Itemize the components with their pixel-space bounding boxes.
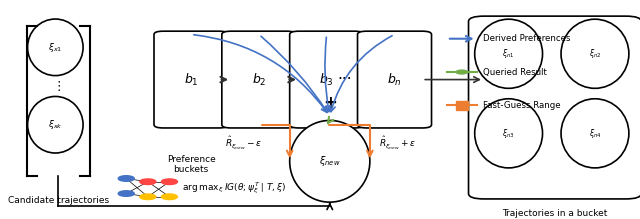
Text: $\xi_{xk}$: $\xi_{xk}$ [48,118,63,131]
Text: Fast-Guess Range: Fast-Guess Range [483,101,561,110]
FancyBboxPatch shape [290,31,364,128]
Text: +: + [323,94,337,112]
Text: ⋮: ⋮ [52,79,65,92]
Text: $\xi_{n3}$: $\xi_{n3}$ [502,127,515,140]
Text: $\hat{R}_{\xi_{new}}+\epsilon$: $\hat{R}_{\xi_{new}}+\epsilon$ [379,135,416,151]
Bar [456,101,468,110]
Text: $\xi_{x1}$: $\xi_{x1}$ [48,41,63,54]
Circle shape [161,194,177,200]
Ellipse shape [28,19,83,76]
FancyBboxPatch shape [154,31,228,128]
Text: $b_1$: $b_1$ [184,72,198,88]
Circle shape [456,70,467,74]
Circle shape [118,191,134,196]
Text: Trajectories in a bucket: Trajectories in a bucket [502,209,607,218]
Text: $b_3$: $b_3$ [319,72,334,88]
Text: $\hat{R}_{\xi_{new}}-\epsilon$: $\hat{R}_{\xi_{new}}-\epsilon$ [225,135,262,151]
Circle shape [140,179,156,185]
Circle shape [118,176,134,181]
Ellipse shape [561,99,629,168]
Text: $\xi_{n2}$: $\xi_{n2}$ [589,47,601,60]
FancyBboxPatch shape [468,16,640,199]
Text: $b_2$: $b_2$ [252,72,266,88]
Ellipse shape [475,19,543,88]
Ellipse shape [290,120,370,202]
Text: Preference
buckets: Preference buckets [166,155,216,174]
Ellipse shape [561,19,629,88]
Text: $\xi_{new}$: $\xi_{new}$ [319,154,340,168]
Text: Queried Result: Queried Result [483,67,547,77]
FancyBboxPatch shape [222,31,296,128]
Text: $\xi_{n4}$: $\xi_{n4}$ [589,127,602,140]
Ellipse shape [28,96,83,153]
Text: ···: ··· [338,72,353,87]
Text: $b_n$: $b_n$ [387,72,402,88]
Circle shape [140,194,156,200]
Text: $\mathrm{arg\,max}_\xi\; IG(\theta;\psi_\xi^T \mid T,\xi)$: $\mathrm{arg\,max}_\xi\; IG(\theta;\psi_… [182,180,286,196]
Circle shape [161,179,177,185]
FancyBboxPatch shape [358,31,431,128]
Text: Derived Preferences: Derived Preferences [483,34,570,43]
Text: $\xi_{n1}$: $\xi_{n1}$ [502,47,515,60]
Ellipse shape [475,99,543,168]
Text: Candidate trajectories: Candidate trajectories [8,196,109,205]
